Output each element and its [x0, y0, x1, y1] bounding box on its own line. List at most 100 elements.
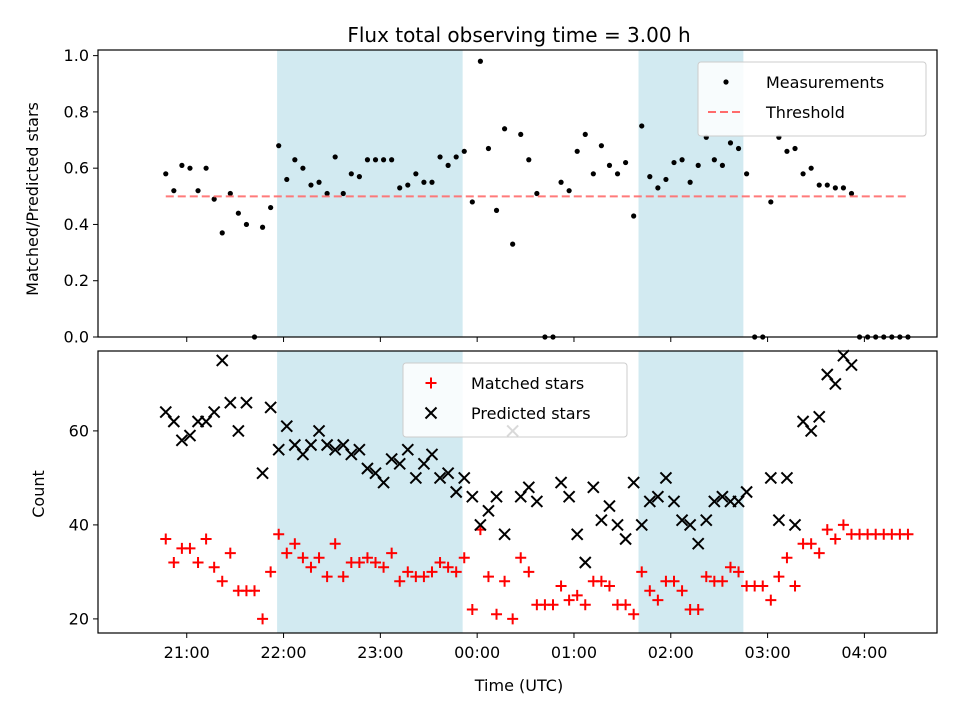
matched-stars-point	[813, 547, 825, 559]
matched-stars-point	[668, 575, 680, 587]
matched-stars-point	[547, 599, 559, 611]
predicted-stars-point	[708, 495, 721, 508]
predicted-stars-point	[240, 396, 253, 409]
matched-stars-point	[168, 557, 180, 568]
measurement-point	[469, 199, 475, 205]
matched-stars-point	[692, 604, 704, 615]
matched-stars-point	[370, 557, 382, 568]
matched-stars-point	[482, 571, 494, 583]
measurement-point	[235, 210, 241, 216]
bottom-y-axis-label: Count	[29, 470, 48, 518]
matched-stars-point	[305, 561, 317, 573]
matched-stars-point	[200, 533, 212, 545]
measurement-point	[493, 207, 500, 213]
predicted-stars-point	[393, 457, 406, 471]
measurement-point	[606, 162, 613, 168]
measurement-point	[259, 224, 266, 230]
measurement-point	[268, 204, 274, 211]
matched-stars-point	[450, 566, 462, 578]
x-tick-label: 02:00	[648, 643, 694, 662]
matched-stars-point	[499, 575, 511, 587]
matched-stars-point	[273, 528, 285, 540]
measurement-point	[445, 162, 451, 168]
measurement-point	[744, 171, 750, 177]
axes-frame	[97, 350, 938, 634]
matched-stars-point	[789, 580, 801, 592]
measurement-point	[308, 182, 314, 188]
measurement-point	[501, 126, 508, 132]
matched-stars-point	[902, 528, 914, 540]
predicted-stars-point	[232, 424, 245, 438]
matched-stars-point	[837, 519, 849, 531]
predicted-stars-point	[490, 490, 503, 503]
measurement-point	[276, 143, 282, 149]
predicted-stars-point	[361, 462, 374, 475]
predicted-stars-point	[667, 495, 681, 508]
matched-stars-point	[337, 571, 349, 583]
matched-stars-point	[555, 580, 567, 592]
matched-stars-point	[603, 580, 615, 592]
series-group	[160, 519, 914, 625]
matched-stars-point	[434, 557, 446, 568]
x-tick-label: 04:00	[841, 643, 887, 662]
measurement-point	[203, 165, 209, 171]
measurement-point	[816, 182, 822, 188]
matched-stars-point	[378, 561, 390, 573]
matched-stars-point	[402, 566, 414, 578]
predicted-stars-point	[603, 499, 616, 513]
predicted-stars-point	[643, 495, 657, 508]
predicted-stars-point	[385, 452, 398, 466]
matched-stars-point	[184, 542, 196, 554]
chart-title: Flux total observing time = 3.00 h	[347, 23, 690, 47]
legend-marker	[723, 79, 729, 85]
matched-stars-point	[426, 566, 438, 578]
legend-marker	[425, 377, 437, 389]
predicted-stars-point	[167, 415, 181, 428]
predicted-stars-point	[772, 513, 786, 527]
y-tick-label: 60	[69, 421, 89, 440]
measurement-point	[211, 196, 217, 202]
matched-stars-point	[418, 571, 430, 583]
matched-stars-point	[563, 594, 575, 606]
measurement-point	[485, 145, 492, 152]
matched-stars-point	[579, 599, 591, 611]
x-axis-label: Time (UTC)	[474, 676, 563, 695]
legend: Matched stars Predicted stars	[402, 362, 628, 438]
top-panel: 0.0 0.2 0.4 0.6 0.8 1.0 Measurements Threshold	[64, 46, 938, 347]
y-tick-label: 20	[69, 609, 89, 628]
measurement-point	[534, 190, 540, 197]
axes-frame	[97, 49, 938, 338]
predicted-stars-point	[788, 518, 802, 532]
predicted-stars-point	[651, 490, 665, 503]
measurement-point	[421, 179, 427, 185]
measurement-point	[582, 131, 588, 138]
predicted-stars-point	[312, 424, 326, 438]
measurement-point	[179, 162, 185, 168]
predicted-stars-point	[449, 485, 463, 499]
top-y-axis-label: Matched/Predicted stars	[23, 102, 42, 296]
measurement-point	[437, 154, 443, 160]
predicted-stars-point	[692, 537, 705, 550]
predicted-stars-point	[353, 443, 366, 456]
shaded-interval	[277, 50, 463, 337]
predicted-stars-point	[345, 448, 358, 461]
predicted-stars-point	[272, 443, 285, 456]
measurement-point	[389, 157, 395, 163]
matched-stars-point	[329, 538, 341, 550]
matched-stars-point	[265, 566, 277, 578]
measurement-point	[832, 185, 838, 191]
bottom-panel: 20 40 60 21:00 22:00 23:00 00:00 01:00 02:00 03:0…	[69, 349, 938, 662]
matched-stars-point	[353, 557, 365, 568]
matched-stars-point	[700, 571, 712, 583]
matched-stars-point	[257, 613, 269, 625]
measurement-point	[461, 148, 467, 154]
measurement-point	[727, 140, 734, 146]
measurement-point	[163, 171, 169, 177]
predicted-stars-point	[562, 490, 576, 503]
y-tick-label: 0.8	[64, 102, 89, 121]
predicted-stars-point	[659, 471, 673, 485]
legend-box	[697, 61, 927, 137]
predicted-stars-point	[522, 481, 536, 494]
predicted-stars-point	[466, 490, 479, 503]
measurement-point	[614, 171, 621, 177]
